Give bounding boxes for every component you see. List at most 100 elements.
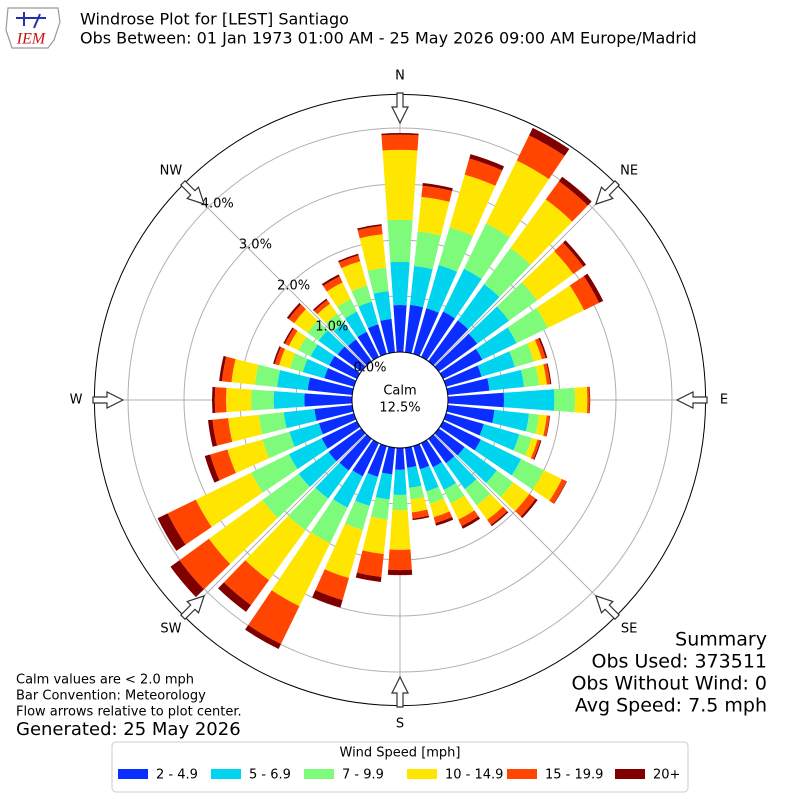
wind-bar-segment bbox=[318, 330, 345, 355]
wind-bar-segment bbox=[421, 439, 442, 468]
wind-bar-segment bbox=[312, 590, 343, 608]
wind-bar-segment bbox=[221, 356, 236, 383]
wind-bar-segment bbox=[486, 160, 549, 238]
wind-bar-segment bbox=[464, 158, 503, 186]
wind-bar-segment bbox=[553, 481, 567, 504]
wind-bar-segment bbox=[536, 285, 585, 328]
wind-bar-segment bbox=[357, 224, 382, 231]
logo-text: IEM bbox=[16, 31, 47, 48]
wind-bar-segment bbox=[321, 274, 340, 286]
wind-bar-segment bbox=[464, 479, 491, 506]
wind-bar-segment bbox=[487, 506, 508, 525]
wind-bar-segment bbox=[513, 434, 532, 456]
wind-bar-segment bbox=[449, 174, 496, 236]
wind-bar-segment bbox=[367, 267, 389, 294]
wind-bar-segment bbox=[337, 298, 357, 319]
compass-label: NE bbox=[620, 163, 638, 178]
wind-bar-segment bbox=[362, 516, 388, 555]
wind-bar-segment bbox=[352, 439, 379, 477]
wind-bar-segment bbox=[422, 182, 453, 191]
wind-bar-segment bbox=[262, 473, 310, 519]
flow-arrow bbox=[675, 391, 708, 409]
wind-bar-segment bbox=[288, 330, 307, 351]
wind-bar-segment bbox=[325, 313, 344, 332]
wind-bar-segment bbox=[419, 465, 439, 492]
wind-bar-segment bbox=[323, 276, 343, 292]
legend-swatch bbox=[615, 769, 645, 779]
wind-bar-segment bbox=[288, 438, 328, 470]
wind-bar-segment bbox=[329, 355, 361, 379]
wind-bar-segment bbox=[344, 500, 370, 531]
note: Bar Convention: Meteorology bbox=[16, 689, 206, 704]
wind-bar-segment bbox=[294, 309, 318, 333]
wind-bar-segment bbox=[367, 324, 387, 357]
wind-bar-segment bbox=[447, 392, 505, 408]
wind-bar-segment bbox=[479, 424, 520, 451]
wind-bar-segment bbox=[527, 339, 542, 362]
wind-bar-segment bbox=[314, 405, 354, 421]
wind-bar-segment bbox=[387, 219, 413, 263]
wind-bar-segment bbox=[388, 549, 412, 571]
wind-bar-segment bbox=[443, 482, 465, 504]
wind-bar-segment bbox=[254, 364, 281, 388]
wind-bar-segment bbox=[429, 498, 450, 518]
wind-bar-segment bbox=[538, 337, 548, 359]
compass-label: E bbox=[720, 393, 728, 408]
wind-bar-segment bbox=[533, 440, 542, 460]
wind-bar-segment bbox=[554, 387, 576, 413]
wind-bar-segment bbox=[324, 367, 357, 387]
wind-bar-segment bbox=[302, 358, 329, 379]
wind-bar-segment bbox=[358, 301, 379, 329]
r-tick-label: 2.0% bbox=[277, 278, 310, 293]
legend-label: 7 - 9.9 bbox=[342, 768, 384, 783]
wind-bar-segment bbox=[245, 515, 306, 581]
grid-spoke bbox=[183, 433, 367, 617]
wind-bar-segment bbox=[432, 462, 456, 490]
note: Flow arrows relative to plot center. bbox=[16, 705, 242, 720]
wind-bar-segment bbox=[421, 311, 456, 361]
wind-bar-segment bbox=[439, 421, 481, 451]
wind-bar-segment bbox=[507, 308, 548, 344]
wind-bar-segment bbox=[208, 419, 218, 447]
grid-spoke bbox=[183, 183, 367, 367]
wind-bar-segment bbox=[395, 447, 405, 470]
wind-bar-segment bbox=[409, 485, 425, 500]
wind-bar-segment bbox=[586, 386, 590, 414]
legend-label: 5 - 6.9 bbox=[249, 768, 291, 783]
wind-bar-segment bbox=[381, 446, 395, 475]
legend-label: 20+ bbox=[653, 768, 680, 783]
wind-bar-segment bbox=[554, 242, 584, 275]
wind-bar-segment bbox=[461, 516, 481, 529]
wind-bar-segment bbox=[273, 391, 305, 409]
wind-bar-segment bbox=[468, 306, 510, 344]
wind-bar-segment bbox=[446, 405, 495, 423]
wind-bar-segment bbox=[428, 434, 455, 464]
wind-bar-segment bbox=[543, 415, 550, 437]
wind-bar-segment bbox=[333, 470, 363, 508]
wind-bar-segment bbox=[359, 234, 387, 271]
wind-bar-segment bbox=[304, 393, 353, 407]
wind-bar-segment bbox=[223, 560, 270, 606]
r-tick-label: 1.0% bbox=[315, 319, 348, 334]
wind-bar-segment bbox=[413, 443, 430, 470]
legend-swatch bbox=[507, 769, 537, 779]
wind-bar-segment bbox=[324, 523, 363, 579]
wind-bar-segment bbox=[476, 327, 517, 360]
flow-arrow bbox=[92, 391, 125, 409]
wind-bar-segment bbox=[545, 181, 588, 222]
wind-bar-segment bbox=[367, 443, 387, 477]
wind-bar-segment bbox=[409, 265, 433, 308]
wind-bar-segment bbox=[227, 439, 270, 474]
r-tick-label: 3.0% bbox=[239, 237, 272, 252]
wind-bar-segment bbox=[284, 328, 298, 346]
compass-label: N bbox=[395, 69, 405, 84]
legend-swatch bbox=[211, 769, 241, 779]
wind-bar-segment bbox=[520, 498, 538, 519]
wind-bar-segment bbox=[421, 185, 453, 202]
wind-bar-segment bbox=[486, 470, 514, 498]
wind-bar-segment bbox=[503, 389, 555, 411]
wind-bar-segment bbox=[438, 227, 474, 272]
wind-bar-segment bbox=[344, 311, 367, 337]
